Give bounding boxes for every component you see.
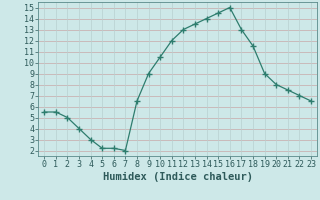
X-axis label: Humidex (Indice chaleur): Humidex (Indice chaleur) <box>103 172 252 182</box>
